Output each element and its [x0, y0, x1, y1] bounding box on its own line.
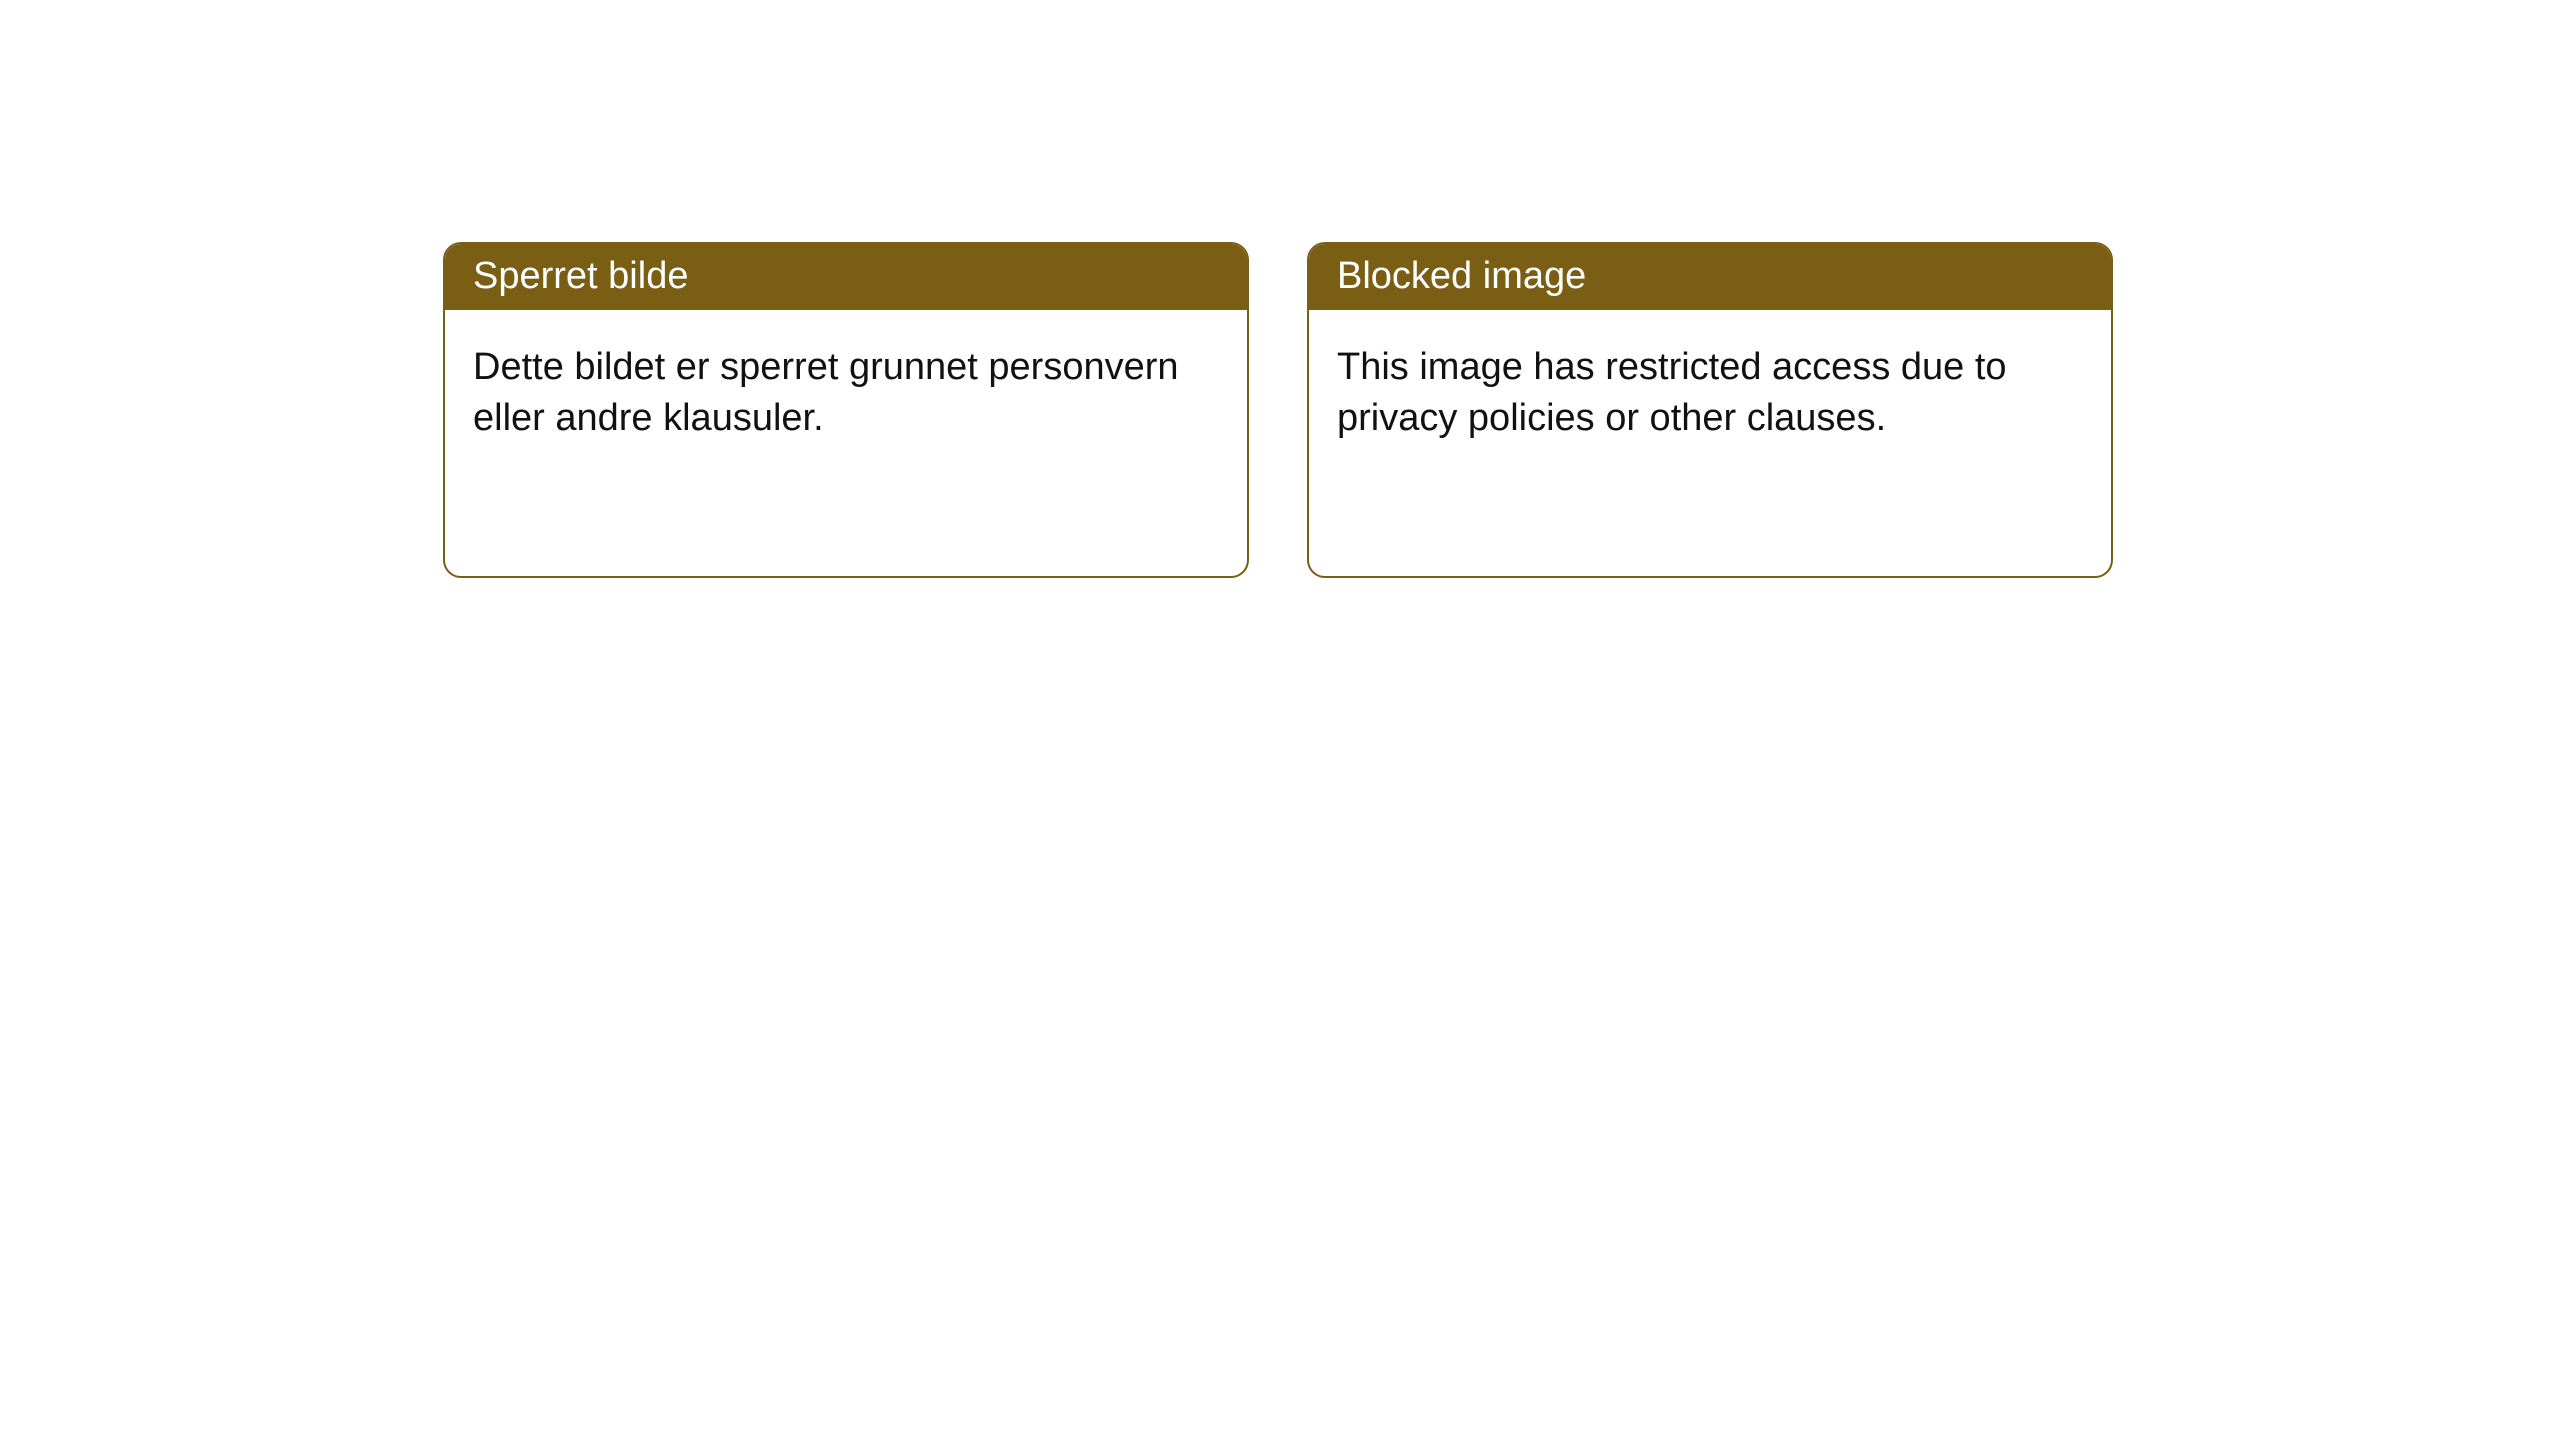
notice-card-english: Blocked image This image has restricted …	[1307, 242, 2113, 578]
notice-body: This image has restricted access due to …	[1309, 310, 2111, 477]
notice-card-norwegian: Sperret bilde Dette bildet er sperret gr…	[443, 242, 1249, 578]
notices-container: Sperret bilde Dette bildet er sperret gr…	[443, 242, 2113, 578]
notice-title: Blocked image	[1309, 244, 2111, 310]
notice-body: Dette bildet er sperret grunnet personve…	[445, 310, 1247, 477]
notice-title: Sperret bilde	[445, 244, 1247, 310]
